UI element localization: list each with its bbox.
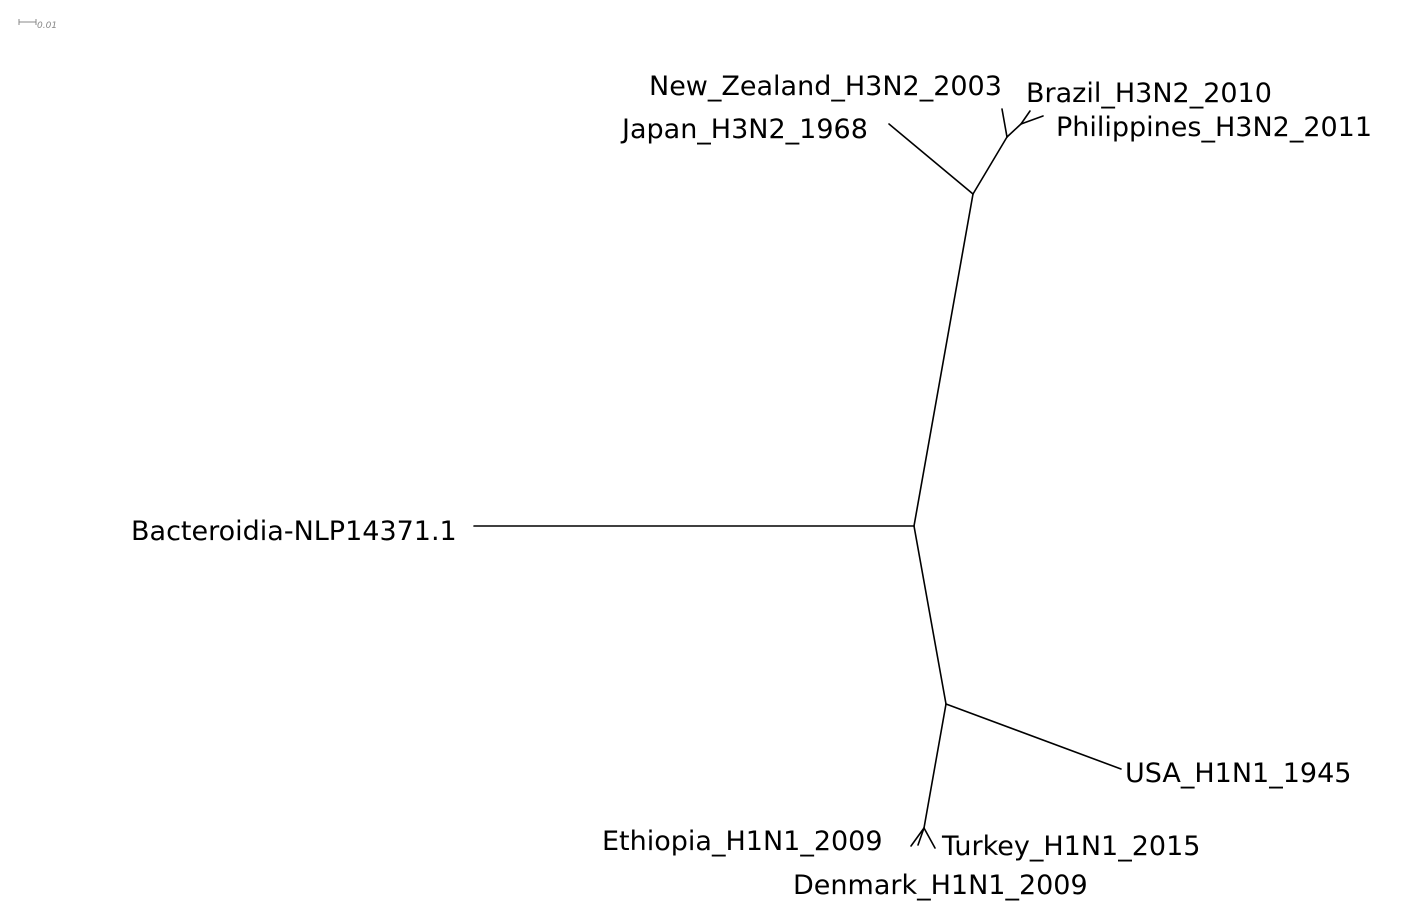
- branch-to-pandemic-h1n1: [923, 703, 947, 829]
- leaf-label-ethiopia: Ethiopia_H1N1_2009: [602, 826, 883, 857]
- branch-to-recent-h3n2: [972, 136, 1008, 195]
- leaf-label-turkey: Turkey_H1N1_2015: [941, 831, 1200, 862]
- branch-root-to-h1n1-clade: [913, 525, 947, 705]
- leaf-label-usa: USA_H1N1_1945: [1125, 758, 1351, 789]
- branch-denmark: [917, 827, 925, 846]
- branch-new-zealand: [1001, 108, 1008, 138]
- branch-brazil: [1020, 110, 1031, 125]
- leaf-label-japan: Japan_H3N2_1968: [620, 114, 868, 145]
- branch-turkey: [923, 827, 936, 849]
- branch-root-to-h3n2-clade: [913, 193, 974, 527]
- scale-bar-label: 0.01: [37, 21, 57, 31]
- branch-japan: [888, 123, 974, 195]
- scale-bar: 0.01: [18, 19, 57, 31]
- branch-ethiopia: [910, 827, 925, 847]
- leaf-labels: New_Zealand_H3N2_2003 Brazil_H3N2_2010 P…: [131, 71, 1372, 901]
- tree-branches: [473, 108, 1122, 849]
- branch-usa: [945, 703, 1122, 770]
- leaf-label-brazil: Brazil_H3N2_2010: [1026, 78, 1272, 109]
- branch-philippines: [1020, 115, 1044, 125]
- leaf-label-bacteroidia: Bacteroidia-NLP14371.1: [131, 516, 457, 547]
- leaf-label-new-zealand: New_Zealand_H3N2_2003: [649, 71, 1002, 102]
- leaf-label-denmark: Denmark_H1N1_2009: [793, 870, 1088, 901]
- branch-brazil-philippines: [1006, 123, 1022, 138]
- leaf-label-philippines: Philippines_H3N2_2011: [1056, 112, 1372, 143]
- scale-bar-line: [18, 19, 37, 25]
